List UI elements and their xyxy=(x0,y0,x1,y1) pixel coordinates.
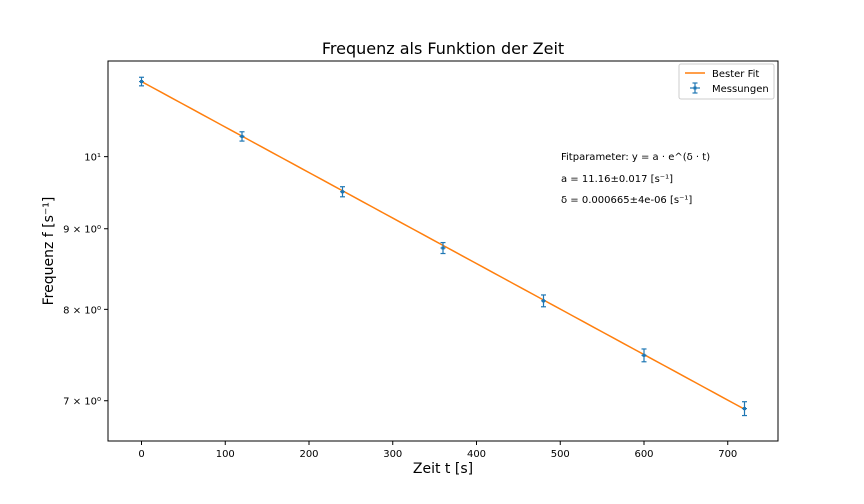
plot-area xyxy=(107,60,779,442)
data-marker xyxy=(642,353,646,357)
data-point xyxy=(540,294,547,308)
x-tick-label: 100 xyxy=(216,449,235,460)
x-tick-label: 700 xyxy=(718,449,737,460)
data-point xyxy=(339,186,346,198)
data-marker xyxy=(341,190,344,194)
y-tick-label: 8 × 10⁰ xyxy=(63,305,101,316)
data-point xyxy=(138,76,145,87)
data-point xyxy=(641,348,647,363)
x-tick-label: 200 xyxy=(299,449,318,460)
annotation-box: Fitparameter: y = a · e^(δ · t) a = 11.1… xyxy=(561,152,710,206)
data-point xyxy=(741,401,748,417)
y-axis-label: Frequenz f [s⁻¹] xyxy=(41,197,57,306)
y-axis: 7 × 10⁰ 8 × 10⁰ 9 × 10⁰ 10¹ xyxy=(63,153,108,408)
y-tick-label: 10¹ xyxy=(84,153,101,164)
legend: Bester Fit Messungen xyxy=(678,63,775,100)
x-tick-label: 300 xyxy=(383,449,402,460)
chart-title: Frequenz als Funktion der Zeit xyxy=(322,39,564,58)
x-axis: 0 100 200 300 400 500 600 700 xyxy=(138,441,737,460)
data-marker xyxy=(441,246,445,250)
annotation-fit-formula: Fitparameter: y = a · e^(δ · t) xyxy=(561,152,710,163)
data-points-group xyxy=(138,76,748,417)
data-marker xyxy=(743,407,746,411)
annotation-param-delta: δ = 0.000665±4e-06 [s⁻¹] xyxy=(561,195,692,206)
data-marker xyxy=(542,299,545,303)
y-tick-label: 9 × 10⁰ xyxy=(63,225,101,236)
x-axis-label: Zeit t [s] xyxy=(413,461,473,477)
data-point xyxy=(239,131,245,142)
y-tick-label: 7 × 10⁰ xyxy=(63,397,101,408)
annotation-param-a: a = 11.16±0.017 [s⁻¹] xyxy=(561,174,673,185)
data-point xyxy=(440,241,446,255)
x-tick-label: 400 xyxy=(467,449,486,460)
legend-fit-label: Bester Fit xyxy=(712,69,759,80)
data-marker xyxy=(240,134,244,138)
legend-measurement-swatch xyxy=(690,82,700,94)
x-tick-label: 0 xyxy=(138,449,144,460)
x-tick-label: 600 xyxy=(634,449,653,460)
x-tick-label: 500 xyxy=(551,449,570,460)
legend-measurement-label: Messungen xyxy=(712,84,769,95)
data-marker xyxy=(140,80,143,84)
